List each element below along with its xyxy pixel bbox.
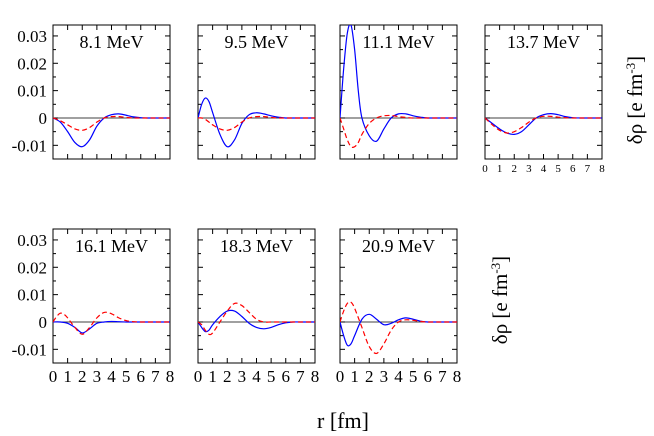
y-label-main: δρ [e fm bbox=[623, 74, 647, 145]
x-tick-label: 8 bbox=[599, 163, 605, 175]
series-dashed bbox=[340, 301, 457, 355]
x-tick-label: 7 bbox=[585, 163, 591, 175]
panel: 0 1 2 3 4 5 6 7 8 20.9 MeV bbox=[336, 228, 462, 386]
x-tick-label: 6 bbox=[424, 367, 433, 386]
y-axis-label-top: δρ [e fm-3] bbox=[623, 56, 648, 144]
panel-title: 9.5 MeV bbox=[225, 32, 289, 52]
x-tick-label: 4 bbox=[107, 367, 116, 386]
series-dashed bbox=[53, 115, 170, 131]
x-tick-label: 1 bbox=[63, 367, 72, 386]
y-label-close: ] bbox=[623, 56, 647, 63]
x-tick-label: 0 bbox=[49, 367, 58, 386]
x-tick-label: 6 bbox=[282, 367, 291, 386]
y-label-exp: -3 bbox=[623, 63, 638, 74]
series-dashed bbox=[485, 115, 602, 134]
panel: -0.01 0 0.01 0.02 0.03 8.1 MeV bbox=[12, 24, 171, 160]
x-tick-label: 0 bbox=[482, 163, 488, 175]
panel: 0 1 2 3 4 5 6 7 8 18.3 MeV bbox=[194, 228, 320, 386]
series-solid bbox=[53, 320, 170, 334]
panel: 11.1 MeV bbox=[339, 24, 458, 160]
panel-title: 16.1 MeV bbox=[75, 236, 148, 256]
x-tick-label: 4 bbox=[394, 367, 403, 386]
x-tick-label: 2 bbox=[365, 367, 374, 386]
series-solid bbox=[340, 313, 457, 347]
y-tick-label: -0.01 bbox=[12, 136, 47, 155]
x-tick-label: 3 bbox=[526, 163, 532, 175]
x-tick-label: 6 bbox=[570, 163, 576, 175]
x-axis-label: r [fm] bbox=[317, 408, 369, 433]
x-tick-label: 3 bbox=[380, 367, 389, 386]
y-tick-label: -0.01 bbox=[12, 340, 47, 359]
y-label-main: δρ [e fm bbox=[488, 274, 512, 345]
series-dashed bbox=[198, 302, 315, 336]
panel-title: 13.7 MeV bbox=[507, 32, 580, 52]
y-tick-label: 0.03 bbox=[17, 231, 47, 250]
x-tick-label: 0 bbox=[194, 367, 203, 386]
series-solid bbox=[340, 25, 457, 143]
x-tick-label: 1 bbox=[497, 163, 503, 175]
series-solid bbox=[53, 113, 170, 148]
x-tick-label: 5 bbox=[409, 367, 418, 386]
x-tick-label: 5 bbox=[267, 367, 276, 386]
series-dashed bbox=[198, 115, 315, 131]
y-axis-label-bottom: δρ [e fm-3] bbox=[488, 256, 513, 344]
x-tick-label: 2 bbox=[223, 367, 232, 386]
x-tick-label: 4 bbox=[252, 367, 261, 386]
x-tick-label: 4 bbox=[541, 163, 547, 175]
x-tick-label: 8 bbox=[311, 367, 320, 386]
y-tick-label: 0.03 bbox=[17, 27, 47, 46]
x-tick-label: 2 bbox=[78, 367, 87, 386]
x-tick-label: 6 bbox=[137, 367, 146, 386]
series-solid bbox=[198, 309, 315, 333]
panel: 0 1 2 3 4 5 6 7 8 13.7 MeV bbox=[482, 24, 605, 175]
y-tick-label: 0.02 bbox=[17, 258, 47, 277]
x-tick-label: 3 bbox=[93, 367, 102, 386]
panel-title: 20.9 MeV bbox=[362, 236, 435, 256]
x-tick-label: 8 bbox=[166, 367, 175, 386]
panel-title: 8.1 MeV bbox=[80, 32, 144, 52]
x-tick-label: 3 bbox=[238, 367, 247, 386]
x-tick-label: 5 bbox=[122, 367, 131, 386]
y-label-exp: -3 bbox=[488, 263, 503, 274]
y-tick-label: 0.02 bbox=[17, 54, 47, 73]
x-tick-label: 5 bbox=[555, 163, 561, 175]
series-dashed bbox=[340, 114, 457, 148]
x-tick-label: 2 bbox=[512, 163, 518, 175]
panel: 9.5 MeV bbox=[197, 24, 316, 160]
x-tick-label: 1 bbox=[208, 367, 217, 386]
x-tick-label: 7 bbox=[438, 367, 447, 386]
x-tick-label: 7 bbox=[296, 367, 305, 386]
y-label-close: ] bbox=[488, 256, 512, 263]
panel-title: 11.1 MeV bbox=[362, 32, 434, 52]
y-tick-label: 0.01 bbox=[17, 82, 47, 101]
y-tick-label: 0 bbox=[39, 109, 48, 128]
x-tick-label: 1 bbox=[350, 367, 359, 386]
panel-title: 18.3 MeV bbox=[220, 236, 293, 256]
series-dashed bbox=[53, 311, 170, 335]
x-tick-label: 0 bbox=[336, 367, 345, 386]
y-tick-label: 0 bbox=[39, 313, 48, 332]
svg-text:δρ [e fm-3]: δρ [e fm-3] bbox=[623, 56, 648, 144]
x-tick-label: 7 bbox=[151, 367, 160, 386]
y-tick-label: 0.01 bbox=[17, 286, 47, 305]
svg-text:δρ [e fm-3]: δρ [e fm-3] bbox=[488, 256, 513, 344]
series-solid bbox=[198, 97, 315, 148]
x-tick-label: 8 bbox=[453, 367, 462, 386]
